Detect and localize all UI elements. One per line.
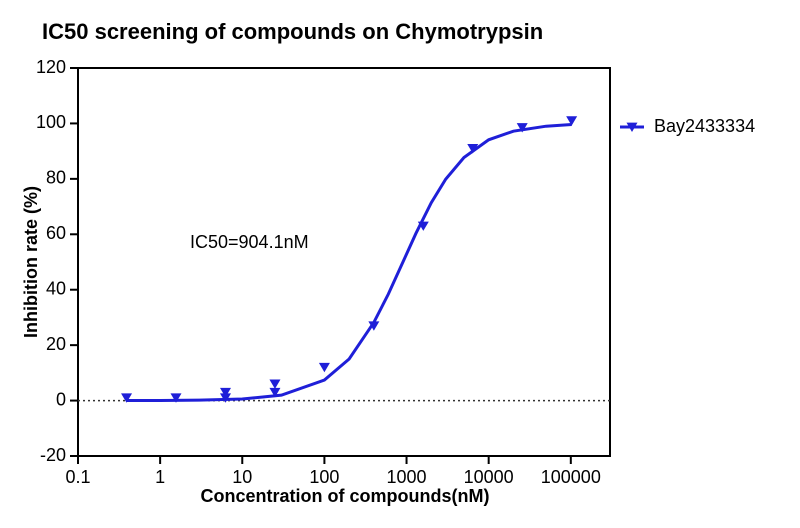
data-point: [566, 116, 578, 126]
annotation: IC50=904.1nM: [190, 232, 309, 252]
y-tick-label: 40: [46, 278, 66, 298]
data-point: [368, 321, 380, 331]
data-point: [170, 393, 182, 403]
y-tick-label: 0: [56, 389, 66, 409]
data-point: [220, 393, 232, 403]
data-point: [318, 362, 330, 373]
x-tick-label: 100: [309, 467, 339, 487]
y-tick-label: -20: [40, 445, 66, 465]
data-point: [269, 379, 281, 389]
chart-title: IC50 screening of compounds on Chymotryp…: [42, 19, 543, 44]
x-tick-label: 10: [232, 467, 252, 487]
x-tick-label: 10000: [464, 467, 514, 487]
y-tick-label: 100: [36, 112, 66, 132]
x-axis-label: Concentration of compounds(nM): [201, 486, 490, 506]
data-point: [417, 221, 429, 231]
y-axis-label: Inhibition rate (%): [21, 186, 41, 338]
y-tick-label: 80: [46, 168, 66, 188]
x-tick-label: 0.1: [65, 467, 90, 487]
y-tick-label: 20: [46, 334, 66, 354]
data-point: [269, 387, 281, 398]
plot-frame: [77, 67, 611, 457]
data-point: [467, 143, 479, 154]
legend-marker: [626, 122, 638, 132]
y-tick-label: 60: [46, 223, 66, 243]
x-tick-label: 1: [155, 467, 165, 487]
data-point: [516, 123, 528, 133]
x-tick-label: 100000: [541, 467, 601, 487]
y-tick-label: 120: [36, 57, 66, 77]
x-tick-label: 1000: [387, 467, 427, 487]
legend-label: Bay2433334: [654, 116, 755, 136]
data-point: [121, 393, 133, 403]
data-point: [220, 387, 232, 398]
fit-curve: [126, 123, 572, 403]
